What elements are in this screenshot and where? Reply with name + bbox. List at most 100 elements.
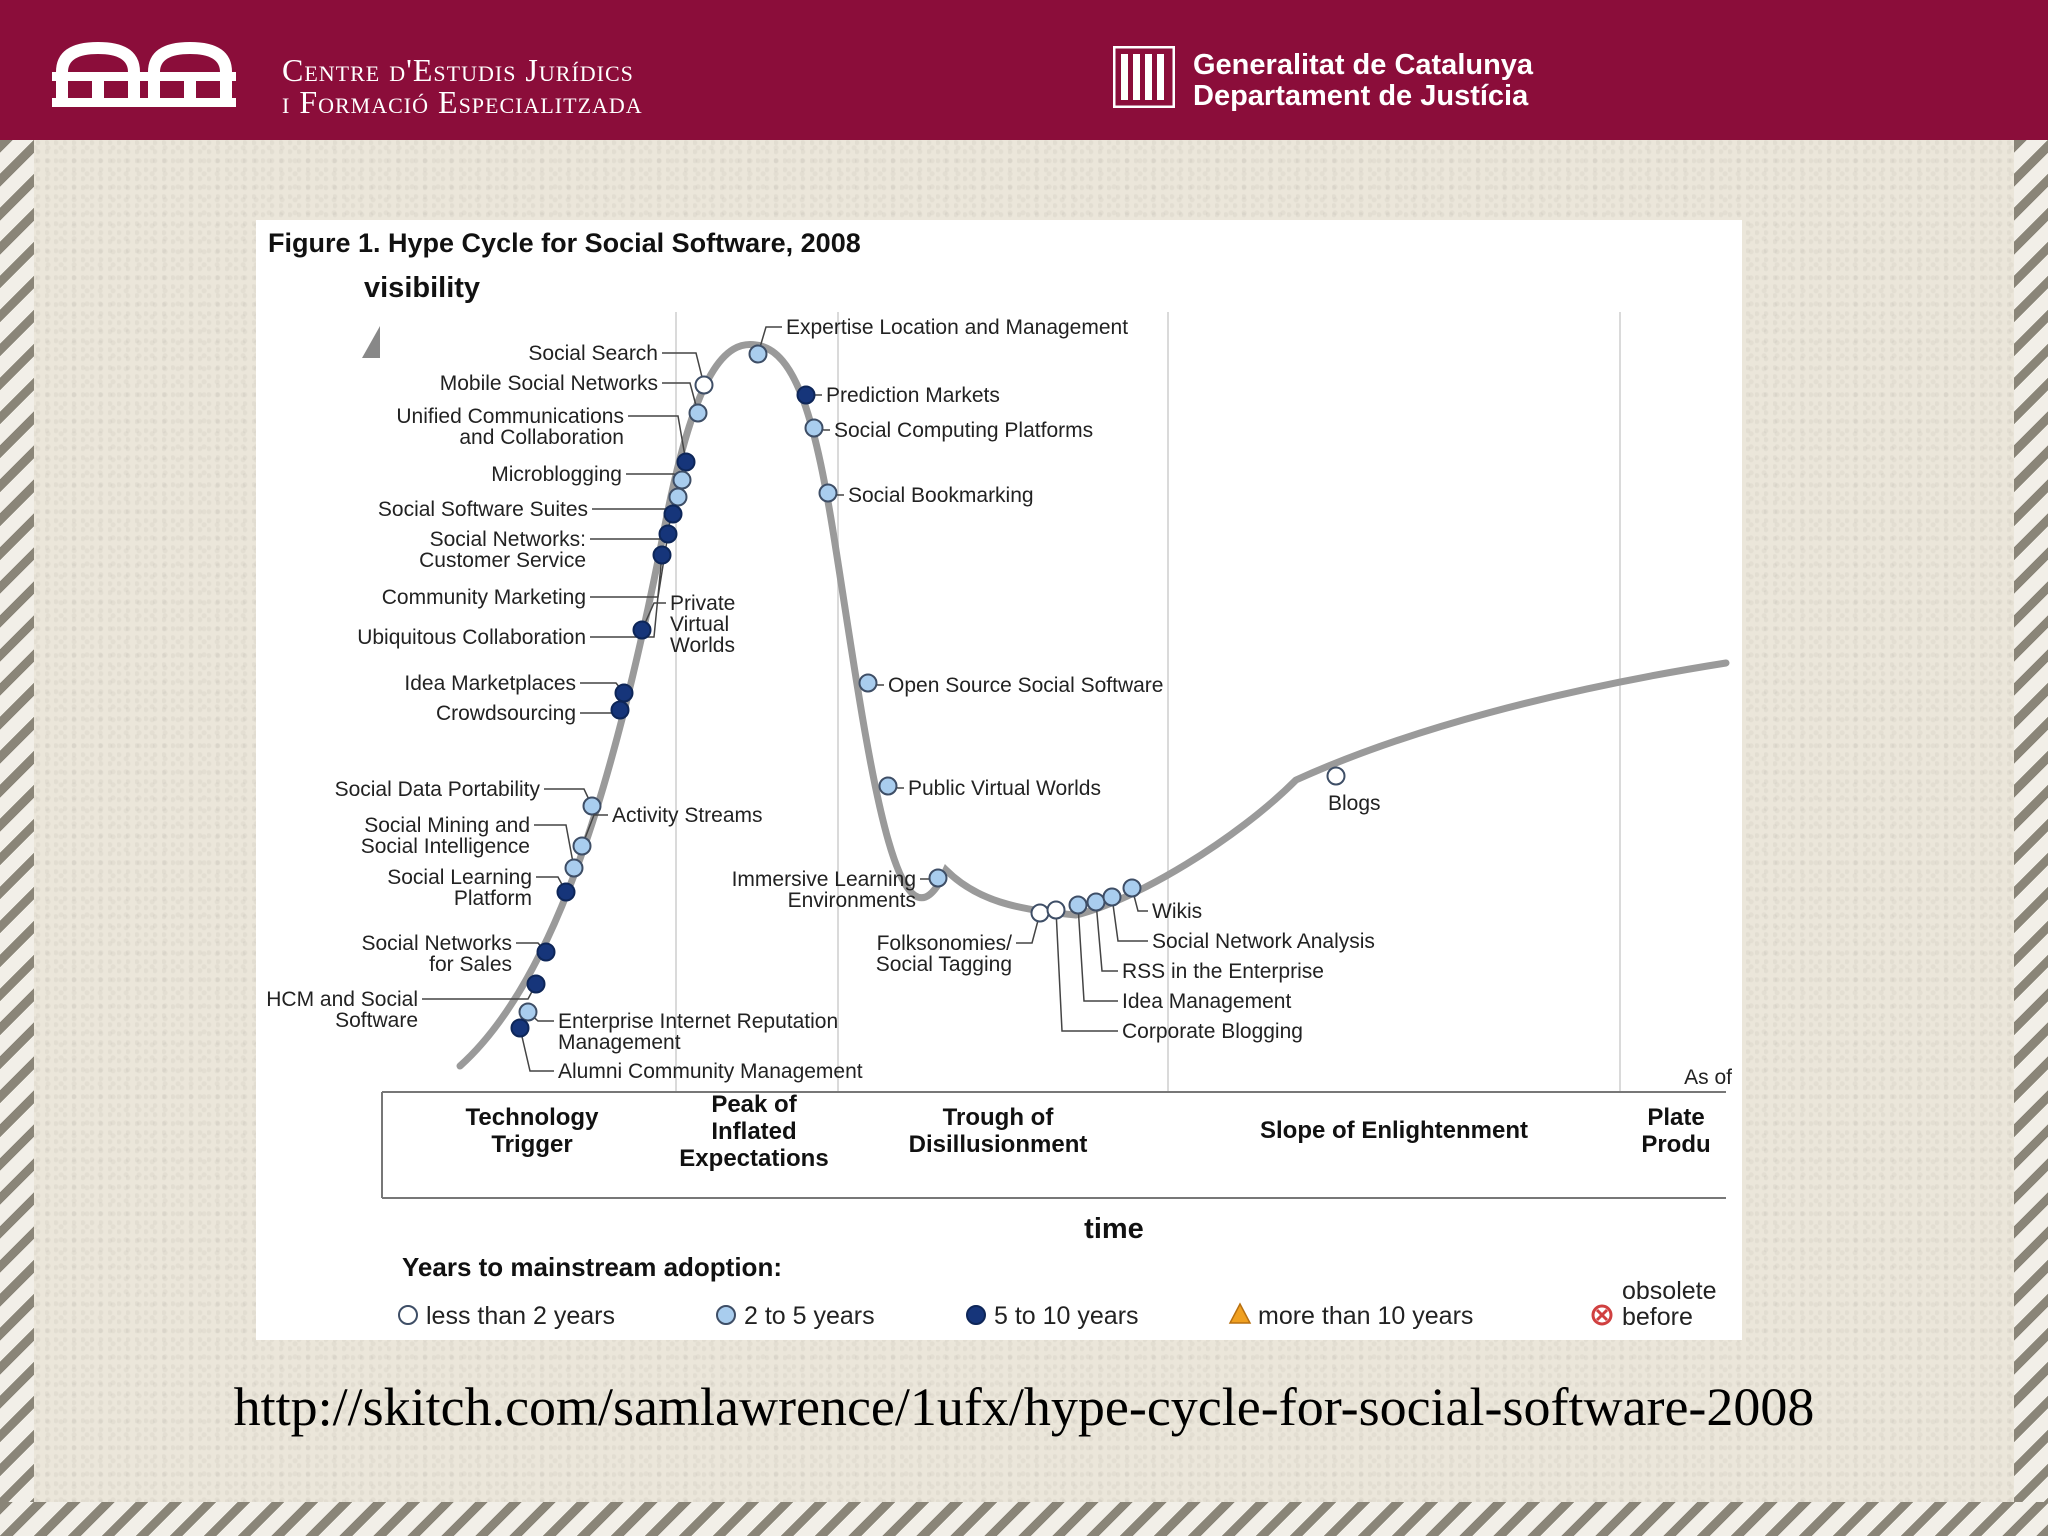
label-social-search: Social Search (528, 342, 658, 365)
marker-alumni-community-management (510, 1018, 530, 1038)
legend-label-obs: before (1622, 1303, 1693, 1331)
generalitat-name: Generalitat de Catalunya Departament de … (1193, 50, 1533, 112)
leader-line-corporate-blogging (1055, 909, 1118, 1032)
phase-label-2: Disillusionment (909, 1131, 1088, 1158)
phase-label-3: Slope of Enlightenment (1260, 1117, 1528, 1144)
center-name: Centre d'Estudis Jurídics i Formació Esp… (282, 54, 643, 118)
label-social-data-portability: Social Data Portability (335, 778, 541, 801)
marker-idea-marketplaces (614, 683, 634, 703)
marker-enterprise-internet-reputation-management (518, 1002, 538, 1022)
label-community-marketing: Community Marketing (382, 586, 586, 609)
legend-triangle-icon (1228, 1302, 1252, 1324)
label-microblogging: Microblogging (491, 463, 622, 486)
left-border-stripe (0, 140, 34, 1536)
legend-label-lt2: less than 2 years (426, 1302, 615, 1330)
marker-social-software-suites (668, 487, 688, 507)
bottom-border-stripe (0, 1502, 2048, 1536)
marker-public-virtual-worlds (878, 776, 898, 796)
label-expertise-location-and-management: Expertise Location and Management (786, 316, 1128, 339)
x-axis-label: time (1084, 1213, 1144, 1245)
label-rss-in-the-enterprise: RSS in the Enterprise (1122, 960, 1324, 983)
legend-label-gt10: more than 10 years (1258, 1302, 1473, 1330)
label-folksonomies-social-tagging: Folksonomies/ (877, 932, 1013, 955)
leader-line-rss-in-the-enterprise (1095, 901, 1118, 972)
marker-community-marketing (658, 524, 678, 544)
marker-microblogging (672, 470, 692, 490)
leader-line-mobile-social-networks (662, 382, 699, 414)
label-social-networks-customer-service: Social Networks: (430, 528, 586, 551)
gov-name-line2: Departament de Justícia (1193, 80, 1529, 112)
leader-line-social-mining-and-social-intelligence (534, 824, 575, 869)
cejfe-arches-logo (52, 42, 236, 107)
marker-social-data-portability (582, 796, 602, 816)
phase-label-0: Trigger (491, 1131, 572, 1158)
label-prediction-markets: Prediction Markets (826, 384, 1000, 407)
label-social-mining-and-social-intelligence: Social Intelligence (361, 835, 530, 858)
legend-title: Years to mainstream adoption: (402, 1252, 782, 1282)
marker-crowdsourcing (610, 700, 630, 720)
label-social-networks-customer-service: Customer Service (419, 549, 586, 572)
phase-label-4: Produ (1641, 1131, 1710, 1158)
corner-label: As of (1684, 1066, 1732, 1089)
label-corporate-blogging: Corporate Blogging (1122, 1020, 1303, 1043)
label-folksonomies-social-tagging: Social Tagging (876, 953, 1012, 976)
label-wikis: Wikis (1152, 900, 1202, 923)
legend-label-5to10: 5 to 10 years (994, 1302, 1139, 1330)
leader-line-activity-streams (581, 814, 608, 847)
label-enterprise-internet-reputation-management: Management (558, 1031, 681, 1054)
label-public-virtual-worlds: Public Virtual Worlds (908, 777, 1101, 800)
label-social-learning-platform: Social Learning (387, 866, 532, 889)
label-social-bookmarking: Social Bookmarking (848, 484, 1034, 507)
hype-cycle-chart: visibility Social Search Mobile Social Net… (266, 272, 1732, 1331)
marker-social-bookmarking (818, 483, 838, 503)
marker-wikis (1122, 878, 1142, 898)
marker-ubiquitous-collaboration (652, 545, 672, 565)
leader-line-unified-communications-and-collaboration (628, 415, 687, 463)
marker-social-network-analysis (1102, 887, 1122, 907)
legend-circle-icon-2to5 (716, 1305, 736, 1325)
marker-social-mining-and-social-intelligence (564, 858, 584, 878)
label-idea-management: Idea Management (1122, 990, 1291, 1013)
marker-idea-management (1068, 895, 1088, 915)
label-social-mining-and-social-intelligence: Social Mining and (364, 814, 530, 837)
label-social-computing-platforms: Social Computing Platforms (834, 419, 1093, 442)
label-open-source-social-software: Open Source Social Software (888, 674, 1163, 697)
label-immersive-learning-environments: Immersive Learning (732, 868, 916, 891)
label-blogs: Blogs (1328, 792, 1381, 815)
label-idea-marketplaces: Idea Marketplaces (404, 672, 576, 695)
gov-name-line1: Generalitat de Catalunya (1193, 49, 1534, 81)
marker-social-computing-platforms (804, 418, 824, 438)
label-crowdsourcing: Crowdsourcing (436, 702, 576, 725)
marker-social-networks-for-sales (536, 942, 556, 962)
chart-title: Figure 1. Hype Cycle for Social Software… (268, 228, 861, 258)
label-private-virtual-worlds: Worlds (670, 634, 735, 657)
visibility-axis-arrow (362, 326, 380, 358)
phase-label-0: Technology (466, 1104, 600, 1131)
label-social-networks-for-sales: for Sales (429, 953, 512, 976)
marker-prediction-markets (796, 385, 816, 405)
label-social-network-analysis: Social Network Analysis (1152, 930, 1375, 953)
source-url-caption: http://skitch.com/samlawrence/1ufx/hype-… (233, 1377, 1815, 1437)
legend-cross-line (1595, 1308, 1609, 1322)
marker-social-search (694, 375, 714, 395)
label-activity-streams: Activity Streams (612, 804, 763, 827)
label-unified-communications-and-collaboration: Unified Communications (396, 405, 624, 428)
marker-social-learning-platform (556, 882, 576, 902)
legend-label-obs: obsolete (1622, 1277, 1717, 1305)
header-bar: Centre d'Estudis Jurídics i Formació Esp… (0, 0, 2048, 140)
label-immersive-learning-environments: Environments (788, 889, 916, 912)
marker-folksonomies-social-tagging (1030, 903, 1050, 923)
leader-line-folksonomies-social-tagging (1016, 912, 1041, 944)
phase-label-2: Trough of (943, 1104, 1055, 1131)
label-mobile-social-networks: Mobile Social Networks (440, 372, 658, 395)
leader-line-ubiquitous-collaboration (590, 554, 663, 638)
generalitat-logo (1113, 46, 1175, 108)
phase-label-1: Expectations (679, 1145, 828, 1172)
label-hcm-and-social-software: HCM and Social (266, 988, 418, 1011)
phase-label-1: Peak of (711, 1091, 797, 1118)
label-unified-communications-and-collaboration: and Collaboration (459, 426, 624, 449)
hype-cycle-figure: Figure 1. Hype Cycle for Social Software… (256, 220, 1742, 1340)
marker-rss-in-the-enterprise (1086, 892, 1106, 912)
phase-label-4: Plate (1647, 1104, 1704, 1131)
marker-expertise-location-and-management (748, 344, 768, 364)
